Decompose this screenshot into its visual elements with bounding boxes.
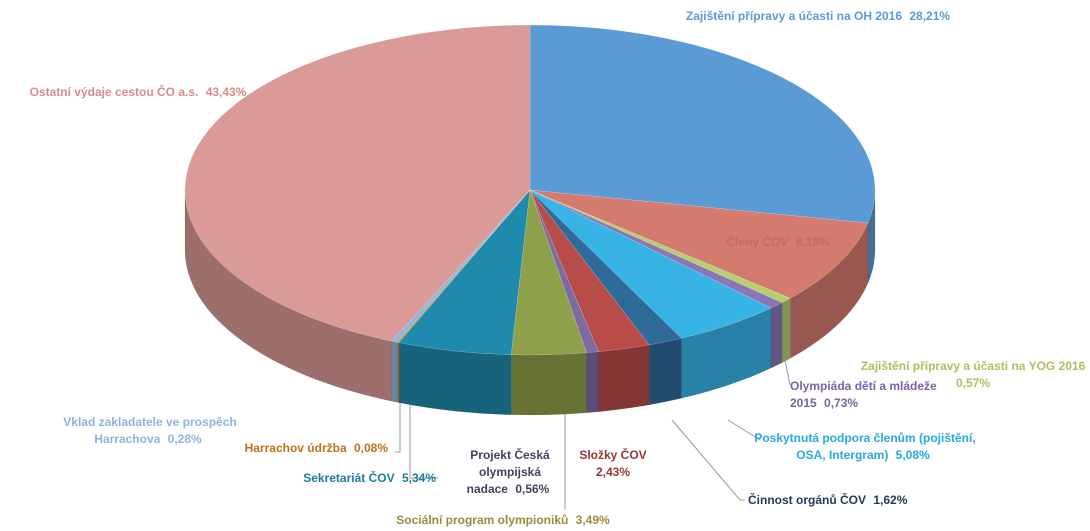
category-label: Ostatní výdaje cestou ČO a.s.	[29, 85, 199, 99]
slice-label: Olympiáda dětí a mládeže 2015 0,73%	[790, 378, 940, 412]
category-label: Zajištění přípravy a účasti na OH 2016	[685, 9, 903, 23]
value-label: 43,43%	[205, 85, 247, 99]
value-label: 8,18%	[795, 235, 830, 249]
leader-line	[784, 359, 791, 386]
slice	[184, 24, 531, 342]
value-label: 0,73%	[824, 396, 859, 410]
value-label: 0,56%	[515, 482, 550, 496]
category-label: Činnost orgánů ČOV	[748, 493, 866, 507]
leader-line	[727, 419, 761, 441]
slice	[391, 189, 531, 343]
category-label: Poskytnutá podpora členům (pojištění, OS…	[754, 431, 976, 462]
value-label: 0,28%	[167, 432, 202, 446]
slice-side	[781, 297, 791, 364]
slice	[529, 24, 876, 224]
category-label: Sociální program olympioniků	[396, 513, 569, 527]
category-label: Harrachov údržba	[244, 441, 347, 455]
slice	[529, 189, 682, 346]
slice-label: Poskytnutá podpora členům (pojištění, OS…	[745, 430, 985, 464]
slice-side	[586, 351, 599, 414]
category-label: Zajištění přípravy a účasti na YOG 2016	[860, 359, 1086, 373]
slice-side	[598, 344, 650, 412]
value-label: 28,21%	[909, 9, 951, 23]
slice-side	[770, 302, 783, 369]
slice-side	[391, 340, 398, 403]
slice-label: Projekt Česká olympijská nadace 0,56%	[455, 447, 565, 498]
slice	[529, 189, 791, 303]
slice	[529, 189, 599, 354]
value-label: 5,34%	[401, 471, 436, 485]
slice	[398, 189, 531, 356]
slice-label: Členy ČOV 8,18%	[700, 234, 860, 251]
value-label: 5,08%	[895, 448, 930, 462]
value-label: 0,08%	[353, 441, 388, 455]
slice-label: Činnost orgánů ČOV 1,62%	[748, 492, 988, 509]
category-label: Sekretariát ČOV	[303, 471, 395, 485]
slice	[510, 189, 587, 356]
value-label: 1,62%	[873, 493, 908, 507]
slice-label: Složky ČOV 2,43%	[575, 447, 655, 481]
slice	[529, 189, 650, 352]
slice-label: Sekretariát ČOV 5,34%	[270, 470, 440, 487]
category-label: Složky ČOV	[579, 448, 647, 462]
category-label: Olympiáda dětí a mládeže 2015	[790, 379, 937, 410]
category-label: Projekt Česká olympijská nadace	[466, 448, 550, 496]
slice-label: Zajištění přípravy a účasti na YOG 2016 …	[860, 358, 1090, 392]
slice-label: Sociální program olympioniků 3,49%	[360, 512, 650, 529]
slice-label: Ostatní výdaje cestou ČO a.s. 43,43%	[5, 84, 275, 101]
slice-label: Harrachov údržba 0,08%	[200, 440, 392, 457]
slice-side	[648, 337, 682, 406]
slice	[529, 189, 869, 299]
slice	[396, 189, 531, 343]
value-label: 0,57%	[955, 376, 991, 390]
category-label: Členy ČOV	[726, 235, 789, 249]
value-label: 3,49%	[575, 513, 610, 527]
slice-side	[510, 352, 587, 416]
category-label: Vklad zakladatele ve prospěch Harrachova	[63, 415, 237, 446]
slice-label: Zajištění přípravy a účasti na OH 2016 2…	[660, 8, 980, 25]
slice-label: Vklad zakladatele ve prospěch Harrachova…	[30, 414, 270, 448]
value-label: 2,43%	[595, 465, 631, 479]
slice	[529, 189, 783, 309]
leader-line	[671, 419, 745, 501]
slice	[529, 189, 772, 339]
